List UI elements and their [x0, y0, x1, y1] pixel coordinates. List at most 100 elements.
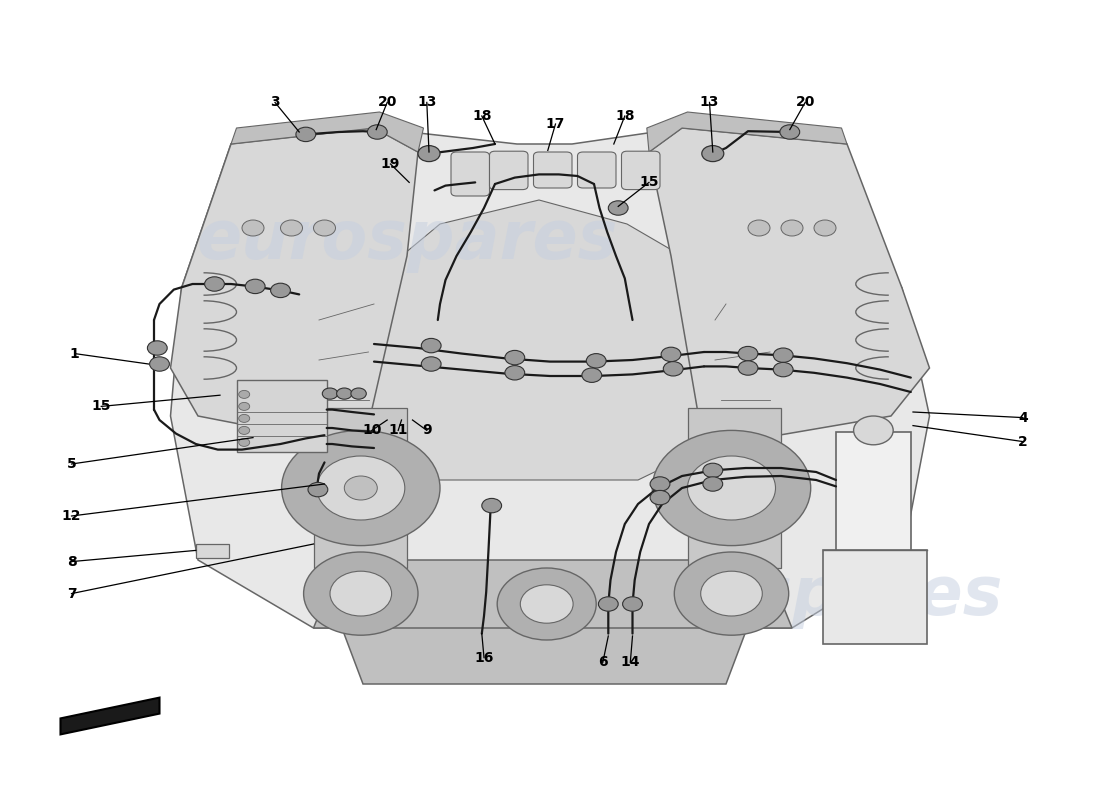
Circle shape: [245, 279, 265, 294]
Circle shape: [773, 362, 793, 377]
Text: 17: 17: [546, 117, 565, 131]
Circle shape: [598, 597, 618, 611]
Text: 3: 3: [271, 95, 279, 110]
Circle shape: [608, 201, 628, 215]
Polygon shape: [170, 128, 929, 628]
Polygon shape: [60, 698, 160, 734]
Circle shape: [282, 430, 440, 546]
Circle shape: [314, 220, 336, 236]
Circle shape: [147, 341, 167, 355]
Circle shape: [239, 414, 250, 422]
Circle shape: [623, 597, 642, 611]
Polygon shape: [363, 200, 704, 480]
FancyBboxPatch shape: [196, 544, 229, 558]
Circle shape: [482, 498, 502, 513]
FancyBboxPatch shape: [823, 550, 927, 644]
Text: 4: 4: [1019, 410, 1027, 425]
FancyBboxPatch shape: [688, 408, 781, 568]
Circle shape: [703, 463, 723, 478]
Circle shape: [351, 388, 366, 399]
Circle shape: [663, 362, 683, 376]
FancyBboxPatch shape: [836, 432, 911, 552]
Text: 19: 19: [381, 157, 400, 171]
Circle shape: [322, 388, 338, 399]
Circle shape: [239, 390, 250, 398]
Circle shape: [520, 585, 573, 623]
Text: 7: 7: [67, 586, 76, 601]
Text: eurospares: eurospares: [196, 207, 618, 273]
FancyBboxPatch shape: [451, 152, 490, 196]
Circle shape: [652, 430, 811, 546]
Circle shape: [505, 366, 525, 380]
FancyBboxPatch shape: [314, 408, 407, 568]
Text: 16: 16: [474, 650, 494, 665]
Circle shape: [702, 146, 724, 162]
FancyBboxPatch shape: [621, 151, 660, 190]
Polygon shape: [647, 112, 847, 152]
Circle shape: [781, 220, 803, 236]
Text: 15: 15: [639, 175, 659, 190]
Text: 2: 2: [1019, 434, 1027, 449]
Polygon shape: [314, 560, 792, 628]
Circle shape: [674, 552, 789, 635]
Circle shape: [239, 438, 250, 446]
Circle shape: [421, 338, 441, 353]
FancyBboxPatch shape: [236, 380, 327, 452]
Circle shape: [344, 476, 377, 500]
Text: 15: 15: [91, 399, 111, 414]
Circle shape: [505, 350, 525, 365]
Circle shape: [317, 456, 405, 520]
Text: 5: 5: [67, 457, 76, 471]
Circle shape: [854, 416, 893, 445]
Circle shape: [421, 357, 441, 371]
Text: 6: 6: [598, 655, 607, 670]
FancyBboxPatch shape: [534, 152, 572, 188]
Circle shape: [701, 571, 762, 616]
Text: 8: 8: [67, 554, 76, 569]
Circle shape: [650, 490, 670, 505]
Circle shape: [304, 552, 418, 635]
Circle shape: [748, 220, 770, 236]
Text: eurospares: eurospares: [581, 563, 1003, 629]
Polygon shape: [649, 128, 930, 448]
Circle shape: [239, 426, 250, 434]
Circle shape: [280, 220, 302, 236]
Circle shape: [582, 368, 602, 382]
Text: 18: 18: [615, 109, 635, 123]
Polygon shape: [231, 112, 424, 152]
Circle shape: [367, 125, 387, 139]
Text: 1: 1: [70, 346, 79, 361]
Circle shape: [242, 220, 264, 236]
Circle shape: [650, 477, 670, 491]
Text: 13: 13: [700, 95, 719, 110]
Text: 10: 10: [362, 423, 382, 438]
Text: 20: 20: [377, 95, 397, 110]
Polygon shape: [170, 128, 418, 448]
Text: 20: 20: [795, 95, 815, 110]
Circle shape: [296, 127, 316, 142]
Circle shape: [308, 482, 328, 497]
Circle shape: [150, 357, 169, 371]
Circle shape: [337, 388, 352, 399]
Circle shape: [497, 568, 596, 640]
Circle shape: [688, 456, 776, 520]
Circle shape: [773, 348, 793, 362]
Polygon shape: [341, 626, 748, 684]
FancyBboxPatch shape: [490, 151, 528, 190]
Circle shape: [271, 283, 290, 298]
Text: 13: 13: [417, 95, 437, 110]
Circle shape: [205, 277, 224, 291]
Circle shape: [814, 220, 836, 236]
Text: 12: 12: [62, 509, 81, 523]
Text: 14: 14: [620, 655, 640, 670]
Circle shape: [661, 347, 681, 362]
Circle shape: [239, 402, 250, 410]
Circle shape: [738, 361, 758, 375]
Circle shape: [330, 571, 392, 616]
Circle shape: [780, 125, 800, 139]
FancyBboxPatch shape: [578, 152, 616, 188]
Circle shape: [418, 146, 440, 162]
Circle shape: [738, 346, 758, 361]
Text: 9: 9: [422, 423, 431, 438]
Circle shape: [586, 354, 606, 368]
